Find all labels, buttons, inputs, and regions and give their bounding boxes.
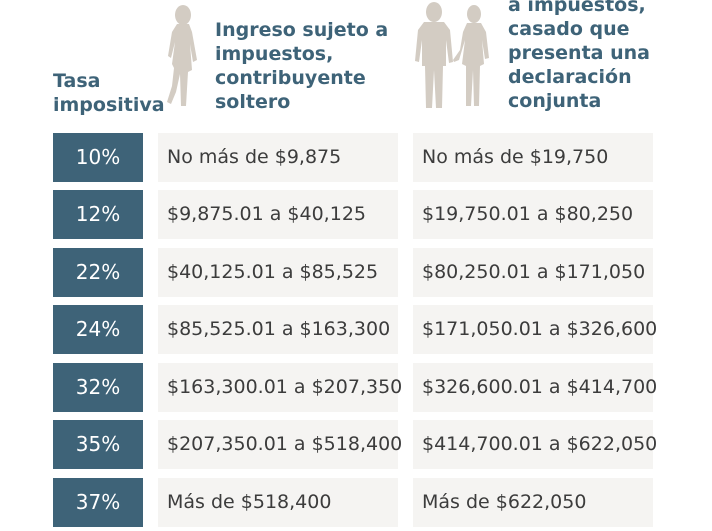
- table-row: 24% $85,525.01 a $163,300 $171,050.01 a …: [0, 305, 712, 354]
- single-income-cell: $9,875.01 a $40,125: [158, 190, 398, 239]
- married-income-cell: $19,750.01 a $80,250: [413, 190, 653, 239]
- married-income-cell: No más de $19,750: [413, 133, 653, 182]
- rate-cell: 12%: [53, 190, 143, 239]
- table-row: 22% $40,125.01 a $85,525 $80,250.01 a $1…: [0, 248, 712, 297]
- couple-holding-hands-icon: [412, 0, 502, 112]
- single-person-icon: [159, 2, 211, 114]
- married-income-cell: $414,700.01 a $622,050: [413, 420, 657, 469]
- header-line: Ingreso sujeto a: [215, 19, 389, 41]
- table-row: 32% $163,300.01 a $207,350 $326,600.01 a…: [0, 363, 712, 412]
- header-line: conjunta: [508, 90, 602, 112]
- married-column-header: a impuestos, casado que presenta una dec…: [508, 0, 650, 113]
- married-income-cell: Más de $622,050: [413, 478, 653, 527]
- header-line: a impuestos,: [508, 0, 646, 16]
- table-row: 10% No más de $9,875 No más de $19,750: [0, 133, 712, 182]
- single-income-cell: Más de $518,400: [158, 478, 398, 527]
- header-line: declaración: [508, 66, 632, 88]
- header-line: Tasa: [53, 70, 101, 92]
- single-income-cell: $207,350.01 a $518,400: [158, 420, 402, 469]
- single-income-cell: No más de $9,875: [158, 133, 398, 182]
- rate-cell: 24%: [53, 305, 143, 354]
- header-line: presenta una: [508, 42, 650, 64]
- married-income-cell: $80,250.01 a $171,050: [413, 248, 653, 297]
- header-line: impuestos,: [215, 43, 334, 65]
- table-row: 12% $9,875.01 a $40,125 $19,750.01 a $80…: [0, 190, 712, 239]
- single-income-cell: $85,525.01 a $163,300: [158, 305, 398, 354]
- rate-cell: 10%: [53, 133, 143, 182]
- rate-cell: 37%: [53, 478, 143, 527]
- table-row: 37% Más de $518,400 Más de $622,050: [0, 478, 712, 527]
- header-line: contribuyente: [215, 67, 366, 89]
- rate-cell: 32%: [53, 363, 143, 412]
- married-income-cell: $171,050.01 a $326,600: [413, 305, 657, 354]
- single-income-cell: $40,125.01 a $85,525: [158, 248, 398, 297]
- header-line: casado que: [508, 18, 630, 40]
- single-column-header: Ingreso sujeto a impuestos, contribuyent…: [215, 18, 388, 114]
- rate-cell: 35%: [53, 420, 143, 469]
- header-line: soltero: [215, 91, 291, 113]
- rate-column-header: Tasa impositiva: [53, 69, 165, 117]
- header-line: impositiva: [53, 94, 165, 116]
- table-row: 35% $207,350.01 a $518,400 $414,700.01 a…: [0, 420, 712, 469]
- rate-cell: 22%: [53, 248, 143, 297]
- single-income-cell: $163,300.01 a $207,350: [158, 363, 402, 412]
- married-income-cell: $326,600.01 a $414,700: [413, 363, 657, 412]
